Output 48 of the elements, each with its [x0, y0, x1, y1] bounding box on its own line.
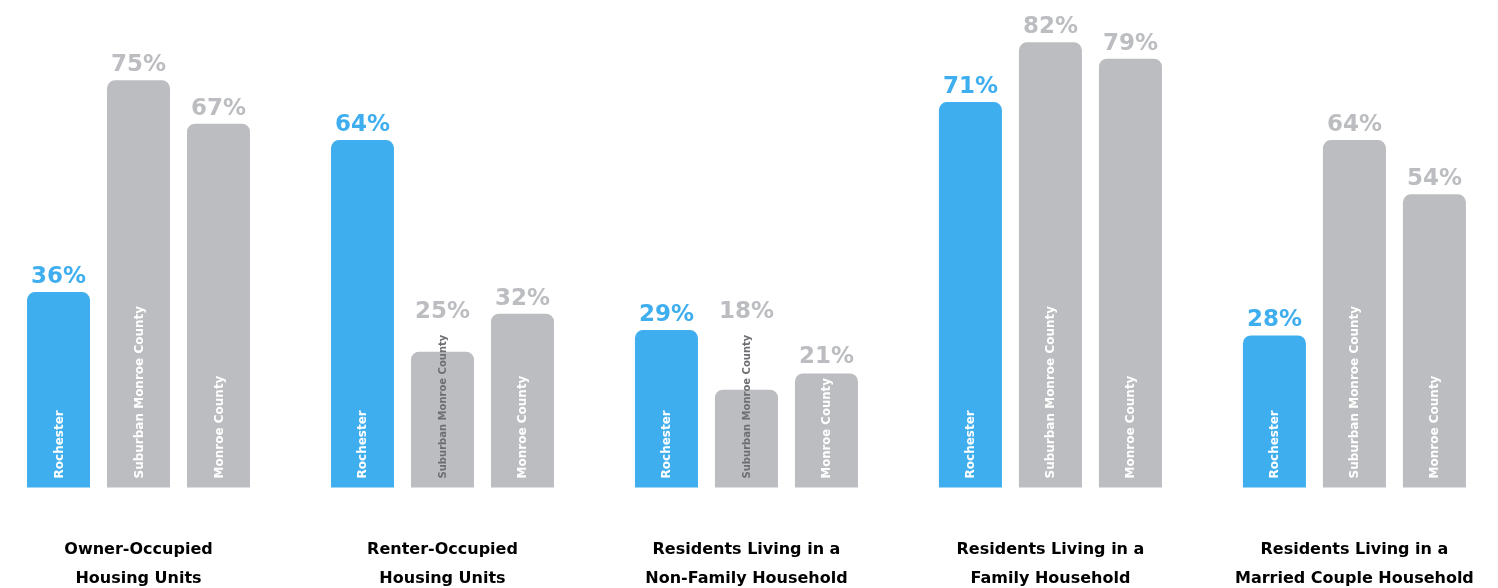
x-tick-label: Owner-Occupied Housing Units	[64, 539, 213, 587]
text: Monroe County	[1427, 375, 1442, 479]
bar	[187, 123, 251, 488]
bar	[634, 330, 698, 488]
data-label: 36%	[30, 262, 87, 289]
text: Suburban Monroe County	[436, 334, 448, 479]
data-label: 64%	[1326, 110, 1382, 137]
data-label: 18%	[718, 297, 774, 324]
data-label: 82%	[1022, 12, 1078, 39]
data-label: 32%	[494, 283, 551, 310]
text: Monroe County	[515, 375, 530, 479]
text: Rochester	[963, 410, 978, 479]
data-label: 28%	[1246, 305, 1302, 332]
bar	[1098, 58, 1162, 488]
bar	[794, 373, 858, 488]
text: Suburban Monroe County	[740, 334, 752, 479]
text: Suburban Monroe County	[1347, 305, 1362, 479]
bar	[1322, 140, 1386, 488]
data-label: 71%	[942, 72, 998, 99]
x-tick-label: Residents Living in a Family Household	[956, 539, 1145, 587]
text: Rochester	[355, 410, 370, 479]
bar	[938, 102, 1002, 488]
series-label: Monroe County	[819, 377, 834, 479]
x-tick-label: Residents Living in a Married Couple Household	[1235, 539, 1474, 587]
text: Suburban Monroe County	[1043, 305, 1058, 479]
bar	[27, 292, 91, 488]
data-label: 25%	[414, 297, 471, 324]
bar	[330, 140, 394, 488]
data-label: 29%	[638, 300, 694, 327]
x-tick-label: Residents Living in a Non-Family Household	[645, 539, 848, 587]
series-label: Suburban Monroe County	[131, 305, 146, 479]
bar	[107, 80, 171, 488]
data-label: 75%	[110, 50, 167, 77]
bar	[490, 313, 554, 488]
bar	[1402, 194, 1466, 488]
x-tick-label: Renter-Occupied Housing Units	[367, 539, 518, 587]
text: Monroe County	[211, 375, 226, 479]
bar	[1242, 335, 1306, 488]
data-label: 21%	[798, 342, 854, 369]
data-label: 64%	[334, 110, 391, 137]
data-label: 54%	[1406, 164, 1462, 191]
text: Rochester	[659, 410, 674, 479]
series-label: Rochester	[51, 410, 66, 479]
data-label: 67%	[190, 93, 247, 120]
bar	[1018, 42, 1082, 488]
text: Rochester	[1267, 410, 1282, 479]
text: Monroe County	[1123, 375, 1138, 479]
data-label: 79%	[1102, 28, 1158, 55]
